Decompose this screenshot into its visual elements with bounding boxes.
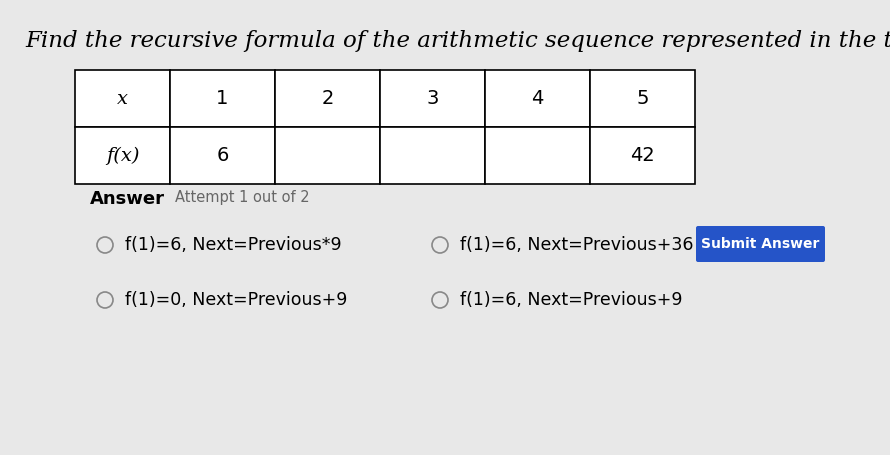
Text: 5: 5 [636, 89, 649, 108]
Text: f(1)=6, Next=Previous+9: f(1)=6, Next=Previous+9 [460, 291, 683, 309]
Text: f(1)=0, Next=Previous+9: f(1)=0, Next=Previous+9 [125, 291, 347, 309]
Text: f(1)=6, Next=Previous*9: f(1)=6, Next=Previous*9 [125, 236, 342, 254]
Bar [380, 70, 485, 127]
Bar [590, 70, 695, 127]
Text: Submit Answer: Submit Answer [701, 237, 820, 251]
Text: 6: 6 [216, 146, 229, 165]
Bar [75, 70, 170, 127]
Bar [485, 70, 590, 127]
Text: Attempt 1 out of 2: Attempt 1 out of 2 [175, 190, 310, 205]
Text: Find the recursive formula of the arithmetic sequence represented in the table.: Find the recursive formula of the arithm… [25, 30, 890, 52]
Bar [275, 127, 380, 184]
Text: f(x): f(x) [106, 147, 139, 165]
Bar [170, 70, 275, 127]
Text: f(1)=6, Next=Previous+36: f(1)=6, Next=Previous+36 [460, 236, 693, 254]
Text: Answer: Answer [90, 190, 165, 208]
Text: 4: 4 [531, 89, 544, 108]
Bar [275, 70, 380, 127]
Bar [170, 127, 275, 184]
Bar [75, 127, 170, 184]
Bar [590, 127, 695, 184]
Bar [380, 127, 485, 184]
Text: x: x [117, 90, 128, 107]
Text: 42: 42 [630, 146, 655, 165]
Bar [485, 127, 590, 184]
Text: 2: 2 [321, 89, 334, 108]
Text: 3: 3 [426, 89, 439, 108]
FancyBboxPatch shape [696, 226, 825, 262]
Text: 1: 1 [216, 89, 229, 108]
